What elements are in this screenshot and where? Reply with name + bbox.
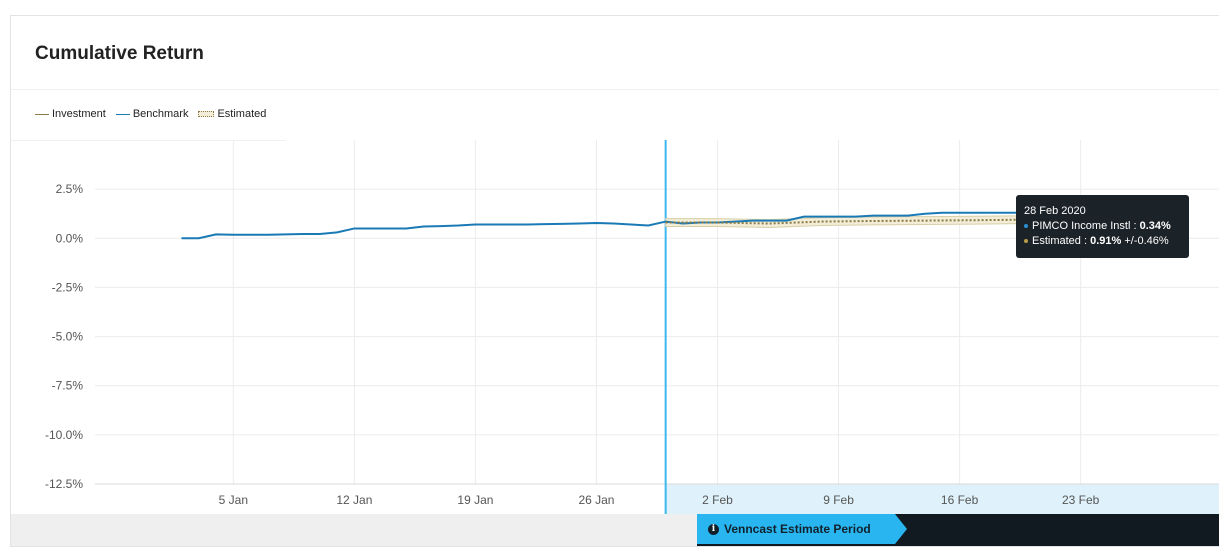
y-tick-label: -2.5% <box>52 280 84 294</box>
tooltip-investment-value: 0.34% <box>1139 220 1171 232</box>
timeline-footer <box>11 514 697 546</box>
tooltip-investment-label: PIMCO Income Instl : <box>1032 220 1140 232</box>
x-tick-label: 19 Jan <box>457 493 493 507</box>
tooltip-estimated-row: Estimated : 0.91% +/-0.46% <box>1024 235 1169 247</box>
estimate-period-label[interactable]: i Venncast Estimate Period <box>708 515 871 543</box>
benchmark-swatch <box>115 113 130 115</box>
x-tick-label: 16 Feb <box>941 493 979 507</box>
y-tick-label: 0.0% <box>56 231 84 245</box>
x-tick-label: 12 Jan <box>336 493 372 507</box>
legend-benchmark[interactable]: Benchmark <box>115 108 189 120</box>
chart-tooltip: 28 Feb 2020 PIMCO Income Instl : 0.34% E… <box>1016 195 1189 258</box>
estimate-axis-band <box>665 484 1219 514</box>
x-tick-label: 26 Jan <box>578 493 614 507</box>
tooltip-investment-row: PIMCO Income Instl : 0.34% <box>1024 220 1171 232</box>
cumulative-return-chart[interactable]: 2.5% 0.0% -2.5% -5.0% -7.5% -10.0% -12.5% 5 Jan… <box>11 16 1219 546</box>
tooltip-date: 28 Feb 2020 <box>1024 205 1086 217</box>
estimate-period-banner[interactable] <box>697 514 895 544</box>
estimate-region <box>665 140 1219 484</box>
header-divider <box>11 89 1219 90</box>
legend-estimated[interactable]: Estimated <box>198 108 266 120</box>
estimate-banner-arrow <box>895 514 907 544</box>
tooltip-estimated-label: Estimated : <box>1032 235 1091 247</box>
legend-investment-label: Investment <box>52 108 106 120</box>
tooltip-estimated-range: +/-0.46% <box>1121 235 1169 247</box>
tooltip-estimated-dot <box>1024 239 1028 244</box>
estimated-swatch <box>198 111 215 117</box>
y-tick-label: -5.0% <box>52 330 84 344</box>
x-tick-label: 5 Jan <box>219 493 248 507</box>
info-icon: i <box>708 523 719 535</box>
x-tick-label: 9 Feb <box>823 493 854 507</box>
y-tick-label: -7.5% <box>52 379 84 393</box>
legend-investment[interactable]: Investment <box>35 108 106 120</box>
estimate-period-text: Venncast Estimate Period <box>724 522 871 536</box>
y-tick-label: 2.5% <box>56 182 84 196</box>
chart-title: Cumulative Return <box>35 43 204 64</box>
chart-card: Cumulative Return Investment Benchmark E… <box>10 15 1219 547</box>
y-tick-label: -12.5% <box>45 477 83 491</box>
y-tick-label: -10.0% <box>45 428 83 442</box>
legend-benchmark-label: Benchmark <box>132 108 189 120</box>
x-tick-label: 23 Feb <box>1062 493 1100 507</box>
tooltip-investment-dot <box>1024 224 1028 229</box>
x-tick-label: 2 Feb <box>702 493 733 507</box>
investment-swatch <box>35 113 49 115</box>
tooltip-estimated-value: 0.91% <box>1090 235 1122 247</box>
legend-divider <box>11 140 286 141</box>
chart-legend: Investment Benchmark Estimated <box>35 108 270 120</box>
legend-estimated-label: Estimated <box>217 108 267 120</box>
